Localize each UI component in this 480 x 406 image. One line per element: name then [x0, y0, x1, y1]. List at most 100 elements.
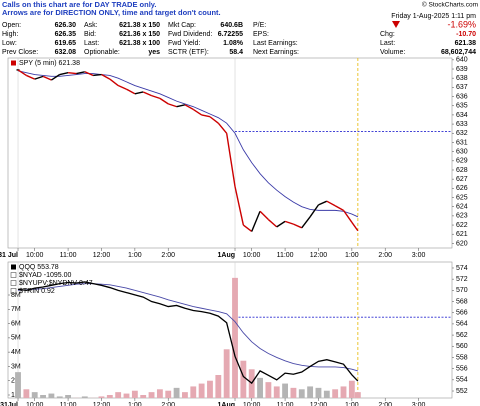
volume-bar — [198, 383, 205, 398]
legend-label: SPY (5 min) 621.38 — [19, 60, 80, 67]
quote-label: Chg: — [380, 31, 395, 38]
x-tick-label: 3:00 — [412, 402, 426, 406]
quote-label: Fwd Dividend: — [168, 31, 212, 38]
price-segment — [293, 223, 303, 229]
volume-bar — [315, 387, 322, 398]
legend-label: $TRIN 0.92 — [19, 288, 55, 295]
y-tick-label: 632 — [456, 130, 468, 137]
moving-average — [17, 70, 359, 218]
quote-value: 626.30 — [55, 22, 77, 29]
price-segment — [267, 219, 278, 228]
quote-label: Next Earnings: — [253, 49, 299, 56]
y-tick-label: 562 — [456, 332, 468, 339]
volume-bar — [148, 392, 155, 398]
price-segment — [251, 211, 261, 232]
volume-bar — [156, 389, 163, 398]
quote-value: 640.6B — [220, 22, 243, 29]
quote-value: 68,602,744 — [441, 49, 476, 56]
price-segment — [42, 75, 52, 81]
y-tick-label: 634 — [456, 112, 468, 119]
price-segment — [34, 75, 44, 80]
x-tick-label: 2:00 — [378, 402, 392, 406]
price-segment — [217, 122, 228, 134]
x-tick-label: 2:00 — [378, 252, 392, 259]
price-segment — [176, 104, 186, 108]
x-tick-label: 10:00 — [243, 252, 261, 259]
x-tick-label: 10:00 — [243, 402, 261, 406]
legend-label: $NYAD -1095.00 — [19, 272, 72, 279]
volume-bar — [265, 382, 272, 398]
price-segment — [159, 97, 169, 105]
volume-bar — [182, 392, 188, 398]
y-tick-label: 628 — [456, 167, 468, 174]
y2-tick-label: 4M — [11, 349, 21, 356]
quote-label: Last: — [380, 40, 395, 47]
quote-value: 621.36 x 150 — [119, 31, 160, 38]
y-tick-label: 629 — [456, 158, 468, 165]
quote-label: Low: — [2, 40, 17, 47]
x-tick-label: 31 Jul — [0, 252, 18, 259]
y-tick-label: 560 — [456, 343, 468, 350]
x-tick-label: 10:00 — [26, 402, 44, 406]
price-segment — [301, 216, 311, 229]
y2-tick-label: 7M — [11, 306, 21, 313]
x-tick-label: 11:00 — [60, 402, 77, 406]
x-tick-label: 2:00 — [161, 252, 175, 259]
y2-tick-label: 5M — [11, 335, 21, 342]
quote-label: Prev Close: — [2, 49, 38, 56]
y-tick-label: 633 — [456, 121, 468, 128]
y-tick-label: 621 — [456, 231, 468, 238]
y-tick-label: 574 — [456, 265, 468, 272]
price-segment — [134, 91, 144, 95]
x-tick-label: 3:00 — [412, 252, 426, 259]
quote-value: 626.35 — [55, 31, 77, 38]
volume-bar — [332, 389, 339, 398]
y-tick-label: 623 — [456, 213, 468, 220]
quote-label: P/E: — [253, 22, 266, 29]
volume-bar — [40, 395, 46, 398]
price-segment — [309, 204, 320, 218]
volume-bar — [165, 390, 172, 398]
y-tick-label: 568 — [456, 298, 468, 305]
quote-value: 1.08% — [223, 40, 244, 47]
y-tick-label: 552 — [456, 388, 468, 395]
volume-bar — [131, 390, 138, 398]
volume-bar — [354, 392, 361, 398]
volume-bar — [282, 383, 289, 398]
price-segment — [151, 94, 161, 100]
quote-value: 58.4 — [229, 49, 243, 56]
volume-bar — [323, 390, 330, 398]
price-line — [17, 281, 359, 385]
notice-line: Arrows are for DIRECTION ONLY, time and … — [2, 8, 221, 17]
x-tick-label: 12:00 — [310, 252, 328, 259]
quote-label: Volume: — [380, 49, 405, 56]
x-tick-label: 11:00 — [277, 402, 294, 406]
volume-bar — [173, 387, 180, 398]
quote-label: Mkt Cap: — [168, 22, 196, 29]
price-segment — [59, 72, 69, 76]
volume-bar — [307, 386, 314, 398]
volume-bar — [298, 389, 305, 398]
volume-bar — [340, 386, 347, 398]
quote-date: Friday 1-Aug-2025 1:11 pm — [391, 13, 476, 20]
quote-label: Bid: — [84, 31, 96, 38]
price-segment — [168, 103, 177, 108]
y-tick-label: 631 — [456, 139, 468, 146]
x-tick-label: 1:00 — [128, 402, 142, 406]
x-tick-label: 31Jul — [0, 402, 18, 406]
x-tick-label: 1Aug — [218, 402, 236, 406]
volume-bar — [290, 387, 297, 398]
y-tick-label: 640 — [456, 57, 468, 64]
volume-bar — [140, 395, 147, 398]
quote-label: Optionable: — [84, 49, 120, 56]
volume-bar — [190, 386, 197, 398]
legend-label: $NYUPV:$NYDNV 0.47 — [19, 280, 93, 287]
volume-bar — [240, 360, 247, 398]
volume-bar — [207, 380, 213, 398]
legend-swatch — [10, 272, 17, 278]
quote-label: SCTR (ETF): — [168, 49, 209, 56]
y-tick-label: 627 — [456, 176, 468, 183]
quote-value: 621.38 x 100 — [119, 40, 160, 47]
volume-bar — [23, 389, 30, 398]
